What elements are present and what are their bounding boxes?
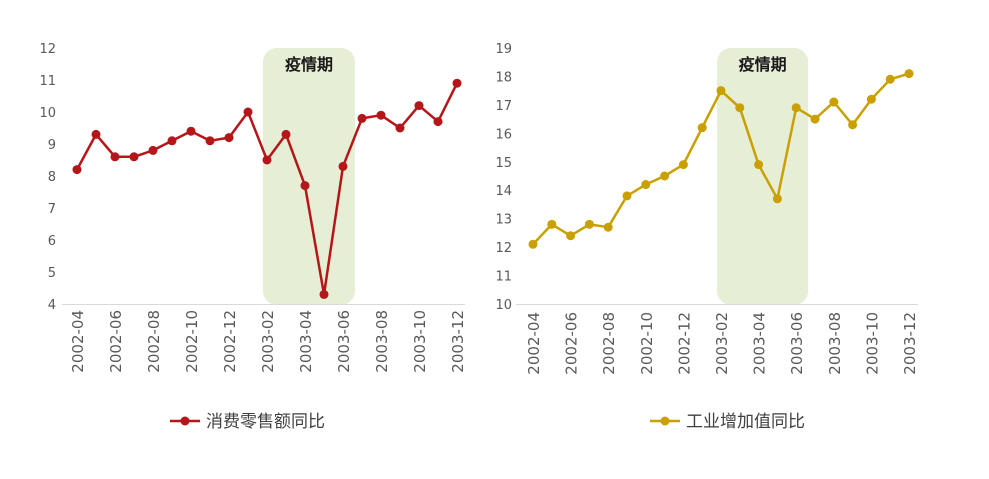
y-tick-label: 19 (495, 42, 512, 57)
y-tick-label: 4 (48, 298, 56, 313)
x-tick-label: 2003-06 (335, 310, 353, 373)
data-point (848, 120, 858, 130)
y-tick-label: 12 (39, 42, 56, 57)
period-annotation: 疫情期 (739, 55, 787, 74)
data-point (433, 117, 443, 127)
data-point (697, 123, 707, 133)
data-point (338, 161, 348, 171)
data-point (414, 101, 424, 111)
data-point (357, 113, 367, 123)
x-tick-label: 2002-06 (107, 310, 125, 373)
x-tick-label: 2003-10 (411, 310, 429, 373)
legend-label: 工业增加值同比 (686, 412, 805, 432)
data-point (262, 155, 272, 165)
data-point (829, 97, 839, 107)
chart-2: 疫情期 10 11 12 13 14 15 16 17 18 19 2002-04 2002-06 200… (495, 42, 919, 432)
data-point (885, 74, 895, 84)
data-point (528, 239, 538, 249)
y-tick-label: 14 (495, 184, 512, 199)
data-point (904, 69, 914, 79)
data-point (566, 231, 576, 241)
y-tick-label: 17 (495, 99, 512, 114)
data-point (148, 145, 158, 155)
y-tick-label: 12 (495, 241, 512, 256)
data-point (72, 165, 82, 175)
data-point (641, 180, 651, 190)
y-tick-label: 15 (495, 156, 512, 171)
x-tick-label: 2002-04 (525, 312, 543, 375)
x-tick-label: 2002-08 (600, 312, 618, 375)
data-point (129, 152, 139, 162)
y-tick-label: 10 (39, 106, 56, 121)
data-point (622, 191, 632, 201)
data-point (376, 110, 386, 120)
x-tick-label: 2003-12 (449, 310, 467, 373)
data-point (395, 123, 405, 133)
y-tick-label: 10 (495, 298, 512, 313)
x-tick-label: 2003-04 (751, 312, 769, 375)
data-point (866, 94, 876, 104)
data-point (205, 136, 215, 146)
y-tick-label: 5 (48, 266, 56, 281)
data-point (91, 129, 101, 139)
y-tick-label: 11 (495, 270, 512, 285)
y-tick-label: 6 (48, 234, 56, 249)
data-point (186, 126, 196, 136)
data-point (110, 152, 120, 162)
data-point (810, 114, 820, 124)
x-tick-label: 2002-10 (638, 312, 656, 375)
x-tick-label: 2003-10 (863, 312, 881, 375)
y-tick-label: 8 (48, 170, 56, 185)
legend-marker (660, 416, 670, 426)
legend-marker (180, 416, 190, 426)
x-tick-label: 2003-06 (788, 312, 806, 375)
x-tick-label: 2003-02 (713, 312, 731, 375)
data-point (281, 129, 291, 139)
legend: 工业增加值同比 (650, 412, 805, 432)
data-point (735, 103, 745, 113)
legend-label: 消费零售额同比 (206, 412, 325, 432)
shaded-period (717, 48, 809, 305)
data-point (319, 289, 329, 299)
x-tick-label: 2002-10 (183, 310, 201, 373)
data-point (224, 133, 234, 143)
data-point (716, 86, 726, 96)
x-tick-label: 2003-04 (297, 310, 315, 373)
x-tick-label: 2002-12 (221, 310, 239, 373)
y-tick-label: 9 (48, 138, 56, 153)
x-tick-label: 2003-12 (901, 312, 919, 375)
data-point (678, 160, 688, 170)
x-tick-label: 2002-12 (675, 312, 693, 375)
y-tick-label: 18 (495, 70, 512, 85)
y-tick-label: 11 (39, 74, 56, 89)
period-annotation: 疫情期 (285, 55, 333, 74)
x-tick-label: 2002-06 (563, 312, 581, 375)
y-tick-label: 16 (495, 127, 512, 142)
data-point (772, 194, 782, 204)
data-point (754, 160, 764, 170)
y-tick-label: 7 (48, 202, 56, 217)
data-point (660, 171, 670, 181)
data-point (452, 78, 462, 88)
x-tick-label: 2002-08 (145, 310, 163, 373)
data-point (243, 107, 253, 117)
chart-1: 疫情期 4 5 6 7 8 9 10 11 12 2002-04 2002-06 2002-08 2002… (39, 42, 467, 432)
data-point (547, 219, 557, 229)
data-point (603, 222, 613, 232)
x-tick-label: 2003-08 (826, 312, 844, 375)
y-tick-label: 13 (495, 213, 512, 228)
x-tick-label: 2003-08 (373, 310, 391, 373)
data-point (300, 181, 310, 191)
data-point (791, 103, 801, 113)
data-point (167, 136, 177, 146)
data-point (584, 219, 594, 229)
legend: 消费零售额同比 (170, 412, 325, 432)
x-tick-label: 2003-02 (259, 310, 277, 373)
x-tick-label: 2002-04 (69, 310, 87, 373)
